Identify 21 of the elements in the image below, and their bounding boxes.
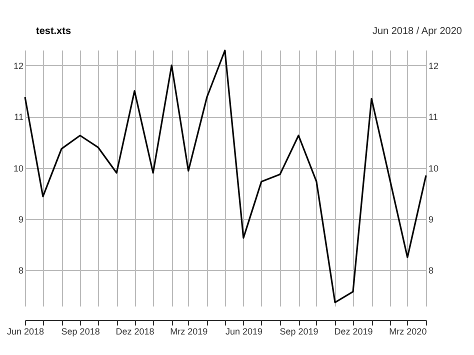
- x-tick-label: Sep 2019: [280, 326, 318, 336]
- y-tick-label: 10: [13, 163, 24, 174]
- chart-title: test.xts: [36, 26, 72, 39]
- x-tick-label: Mrz 2019: [170, 326, 208, 336]
- y-tick-label: 9: [18, 214, 24, 224]
- y2-tick-label: 12: [428, 60, 439, 71]
- y2-tick-label: 10: [428, 163, 439, 174]
- y-tick-label: 8: [18, 266, 24, 276]
- chart-subtitle: Jun 2018 / Apr 2020: [372, 26, 462, 39]
- x-tick-label: Dez 2018: [116, 326, 154, 336]
- y-tick-label: 11: [14, 112, 24, 122]
- x-tick-label: Sep 2018: [61, 326, 100, 336]
- x-tick-label: Mrz 2020: [389, 326, 427, 336]
- x-tick-label: Dez 2019: [334, 326, 373, 336]
- y2-tick-label: 9: [428, 214, 434, 224]
- line-series: [24, 50, 427, 304]
- y-tick-label: 12: [13, 60, 24, 71]
- x-tick-label: Jun 2019: [225, 326, 262, 336]
- x-tick-label: Jun 2018: [6, 326, 44, 336]
- y2-tick-label: 8: [428, 266, 434, 276]
- y2-tick-label: 11: [428, 112, 438, 122]
